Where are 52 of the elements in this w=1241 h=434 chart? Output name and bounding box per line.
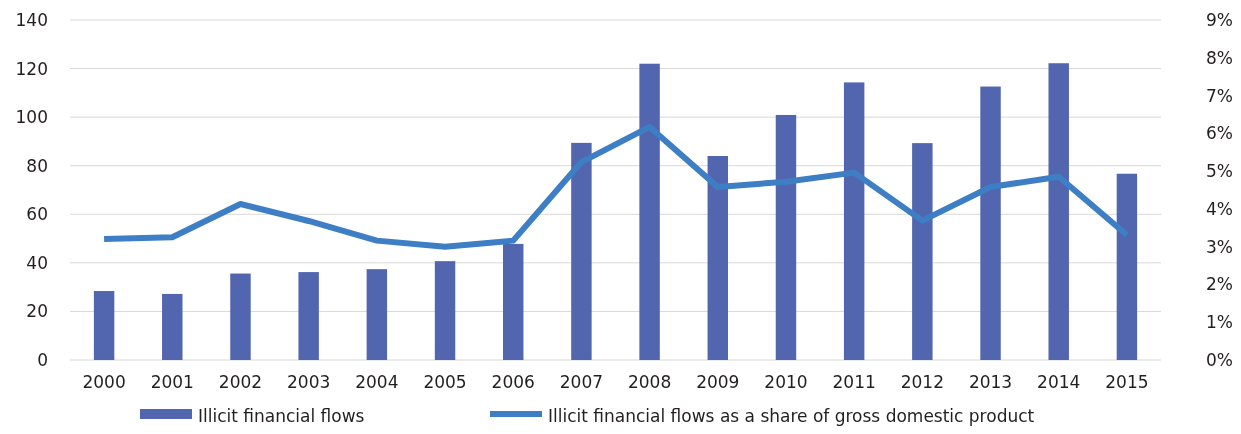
bar [1048, 63, 1069, 360]
bar [843, 82, 865, 360]
bar [298, 272, 319, 360]
legend-label: Illicit financial flows as a share of gross domestic product [548, 406, 1035, 426]
y2-tick-label: 8% [1206, 47, 1233, 68]
x-tick-label: 2008 [627, 372, 672, 392]
x-tick-label: 2014 [1037, 372, 1081, 392]
y-tick-label: 0 [37, 349, 48, 370]
x-tick-label: 2007 [559, 372, 604, 392]
y2-tick-label: 6% [1206, 123, 1233, 144]
y-tick-label: 40 [26, 252, 48, 273]
y2-tick-label: 9% [1206, 9, 1233, 30]
x-tick-label: 2000 [82, 372, 126, 392]
bar [93, 291, 115, 360]
y-tick-label: 120 [15, 58, 48, 79]
y-tick-label: 20 [26, 301, 48, 322]
bar [1116, 173, 1138, 360]
x-tick-label: 2003 [287, 372, 331, 392]
x-tick-label: 2015 [1105, 372, 1149, 392]
x-tick-label: 2006 [491, 372, 535, 392]
bar [366, 269, 388, 360]
legend-label: Illicit financial flows [198, 406, 365, 426]
bar [639, 63, 660, 360]
x-tick-label: 2005 [423, 372, 467, 392]
bar [707, 156, 729, 360]
bar [434, 261, 456, 360]
y2-tick-label: 2% [1206, 274, 1233, 295]
bar [502, 243, 524, 360]
bar [230, 273, 251, 360]
y2-tick-label: 1% [1206, 312, 1233, 333]
x-tick-label: 2009 [696, 372, 740, 392]
y-tick-label: 100 [15, 107, 48, 128]
x-tick-label: 2001 [150, 372, 194, 392]
x-tick-label: 2004 [355, 372, 399, 392]
bar [775, 114, 797, 360]
x-tick-label: 2002 [218, 372, 263, 392]
x-tick-label: 2013 [968, 372, 1013, 392]
y2-tick-label: 7% [1206, 85, 1233, 106]
x-tick-label: 2010 [764, 372, 808, 392]
y2-tick-label: 5% [1206, 161, 1233, 182]
y-tick-label: 60 [26, 204, 48, 225]
y2-tick-label: 4% [1206, 198, 1233, 219]
bar [980, 86, 1001, 360]
bar [912, 143, 933, 360]
bar [162, 293, 183, 360]
x-tick-label: 2011 [832, 372, 876, 392]
y2-tick-label: 0% [1206, 349, 1233, 370]
y2-tick-label: 3% [1206, 236, 1233, 257]
y-tick-label: 140 [15, 9, 48, 30]
bar [571, 142, 592, 360]
y-tick-label: 80 [26, 155, 48, 176]
x-tick-label: 2012 [900, 372, 944, 392]
